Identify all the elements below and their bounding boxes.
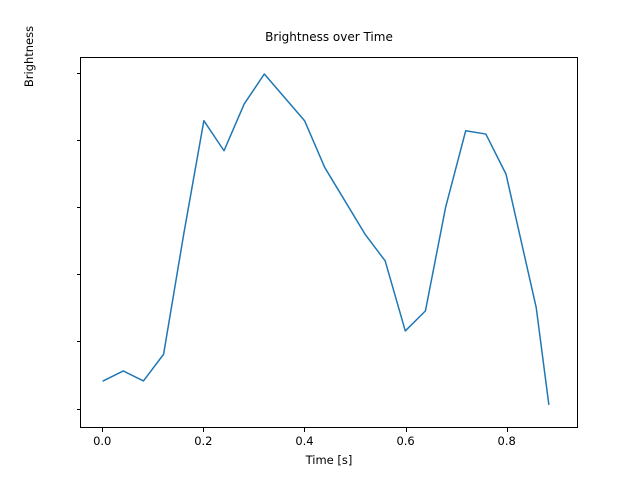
x-tick-mark — [102, 428, 104, 432]
chart-title: Brightness over Time — [265, 30, 393, 44]
x-tick-mark — [405, 428, 407, 432]
x-tick-label: 0.4 — [295, 434, 314, 448]
y-tick-mark — [76, 140, 80, 142]
y-tick-mark — [76, 274, 80, 276]
x-axis-label: Time [s] — [305, 453, 353, 467]
x-tick-mark — [203, 428, 205, 432]
x-tick-label: 0.2 — [194, 434, 213, 448]
y-tick-mark — [76, 73, 80, 75]
x-tick-mark — [304, 428, 306, 432]
y-tick-mark — [76, 207, 80, 209]
y-axis-label: Brightness — [22, 25, 36, 88]
series-polyline — [103, 74, 549, 404]
series-line-chart — [81, 58, 577, 427]
x-tick-mark — [506, 428, 508, 432]
plot-area — [80, 57, 578, 428]
x-tick-label: 0.8 — [497, 434, 516, 448]
x-tick-label: 0.6 — [396, 434, 415, 448]
x-tick-label: 0.0 — [93, 434, 112, 448]
y-tick-mark — [76, 408, 80, 410]
y-tick-mark — [76, 341, 80, 343]
